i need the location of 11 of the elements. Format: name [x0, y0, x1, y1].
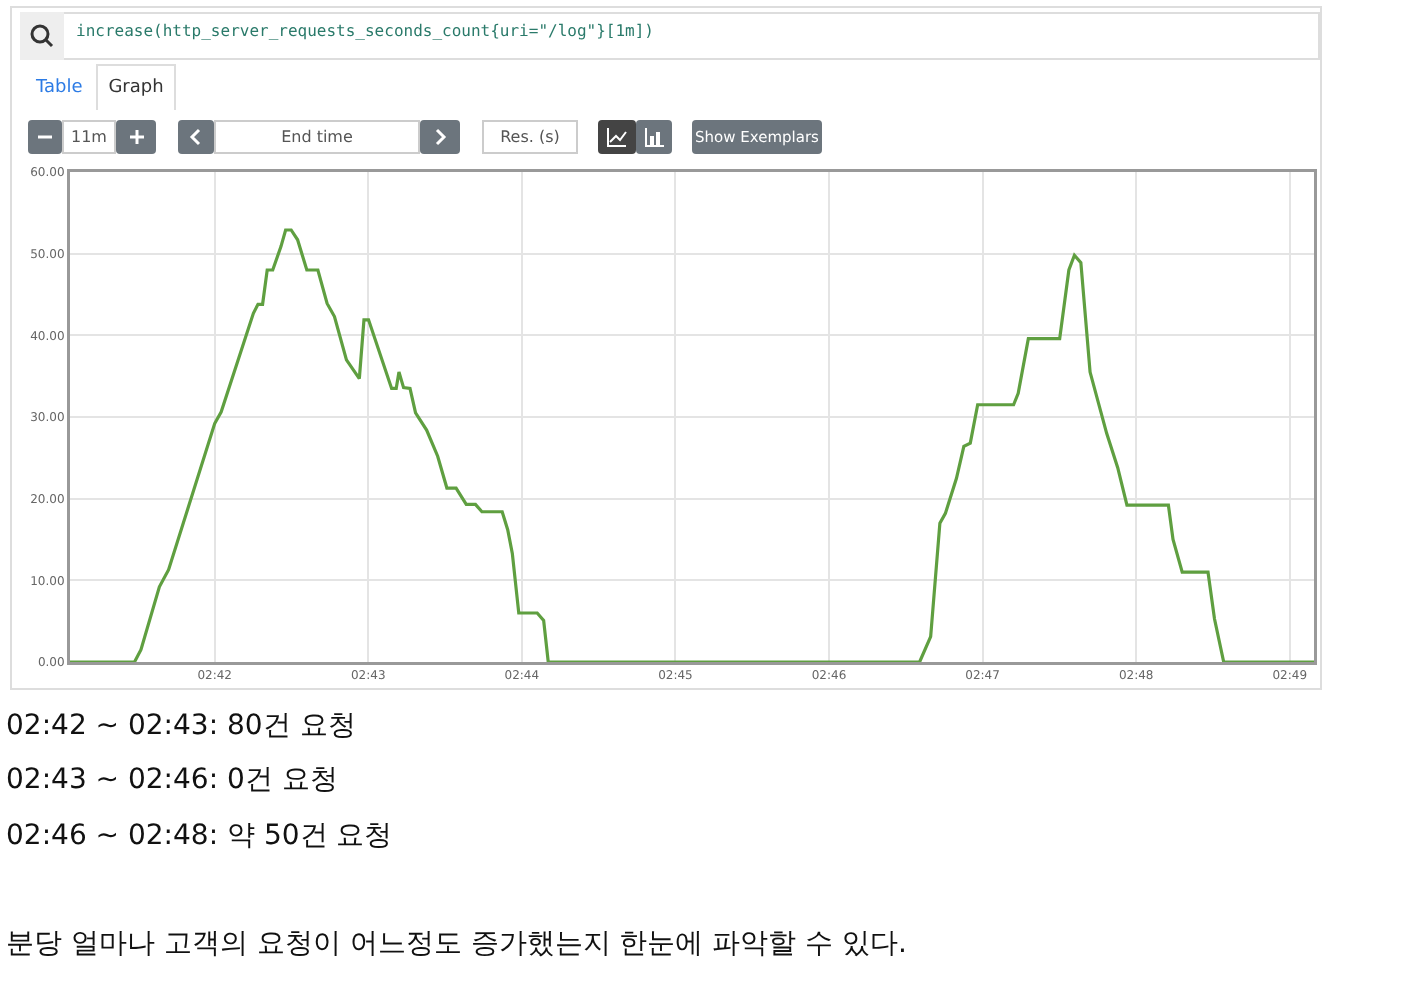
text: 02:43 ~ 02:46: 0건 요청 — [6, 762, 338, 798]
text: 02:46 ~ 02:48: 약 50건 요청 — [6, 818, 393, 854]
text: Res. (s) — [482, 120, 578, 154]
text: 02:42 ~ 02:43: 80건 요청 — [6, 708, 356, 744]
text: 분당 얼마나 고객의 요청이 어느정도 증가했는지 한눈에 파악할 수 있다. — [6, 926, 908, 962]
text: Graph — [96, 64, 176, 110]
text: End time — [214, 120, 420, 154]
text: Table — [36, 78, 83, 98]
text: increase(http_server_requests_seconds_count{uri="/log"}[1m]) — [76, 22, 654, 40]
line-series — [70, 228, 1314, 662]
text: 11m — [62, 120, 116, 154]
